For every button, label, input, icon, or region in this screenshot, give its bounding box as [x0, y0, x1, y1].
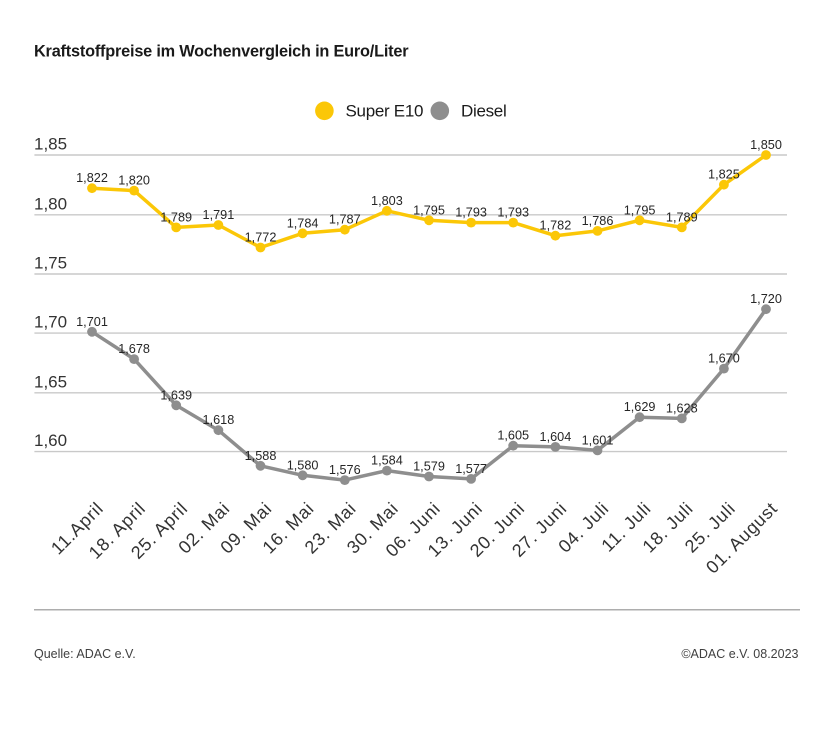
svg-text:©ADAC e.V. 08.2023: ©ADAC e.V. 08.2023	[681, 647, 798, 661]
svg-text:1,75: 1,75	[34, 254, 67, 273]
svg-text:1,678: 1,678	[118, 342, 150, 356]
svg-text:1,793: 1,793	[455, 206, 487, 220]
svg-text:1,793: 1,793	[497, 206, 529, 220]
svg-text:1,789: 1,789	[160, 210, 192, 224]
svg-text:1,577: 1,577	[455, 462, 487, 476]
svg-text:1,789: 1,789	[666, 210, 698, 224]
svg-text:1,670: 1,670	[708, 352, 740, 366]
svg-text:1,803: 1,803	[371, 194, 403, 208]
svg-text:1,601: 1,601	[582, 433, 614, 447]
svg-text:Super E10: Super E10	[346, 102, 424, 121]
svg-text:1,784: 1,784	[287, 216, 319, 230]
svg-text:1,795: 1,795	[624, 203, 656, 217]
svg-text:1,85: 1,85	[34, 135, 67, 154]
svg-text:1,588: 1,588	[245, 449, 277, 463]
svg-text:1,825: 1,825	[708, 168, 740, 182]
svg-text:1,822: 1,822	[76, 171, 108, 185]
svg-text:1,70: 1,70	[34, 313, 67, 332]
svg-text:Kraftstoffpreise im Wochenverg: Kraftstoffpreise im Wochenvergleich in E…	[34, 42, 409, 60]
svg-text:1,60: 1,60	[34, 431, 67, 450]
svg-text:1,628: 1,628	[666, 401, 698, 415]
svg-text:1,720: 1,720	[750, 292, 782, 306]
svg-text:1,605: 1,605	[497, 429, 529, 443]
svg-text:1,579: 1,579	[413, 460, 445, 474]
svg-text:1,795: 1,795	[413, 203, 445, 217]
svg-text:1,576: 1,576	[329, 463, 361, 477]
svg-text:1,580: 1,580	[287, 458, 319, 472]
svg-text:1,791: 1,791	[203, 208, 235, 222]
svg-text:1,65: 1,65	[34, 372, 67, 391]
svg-text:Diesel: Diesel	[461, 102, 506, 121]
svg-text:1,639: 1,639	[160, 388, 192, 402]
svg-text:1,820: 1,820	[118, 174, 150, 188]
svg-text:1,850: 1,850	[750, 138, 782, 152]
svg-text:1,786: 1,786	[582, 214, 614, 228]
svg-text:1,772: 1,772	[245, 231, 277, 245]
svg-text:1,787: 1,787	[329, 213, 361, 227]
svg-text:1,701: 1,701	[76, 315, 108, 329]
svg-text:1,604: 1,604	[540, 430, 572, 444]
svg-text:1,782: 1,782	[540, 219, 572, 233]
svg-text:1,618: 1,618	[203, 413, 235, 427]
svg-text:1,629: 1,629	[624, 400, 656, 414]
svg-text:1,80: 1,80	[34, 194, 67, 213]
svg-text:Quelle: ADAC e.V.: Quelle: ADAC e.V.	[34, 647, 136, 661]
svg-text:1,584: 1,584	[371, 454, 403, 468]
